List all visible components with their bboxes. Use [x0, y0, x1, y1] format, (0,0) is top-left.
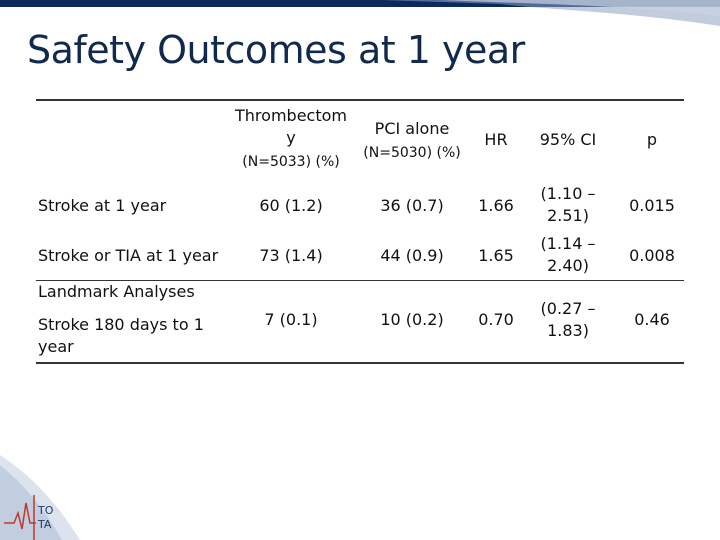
landmark-row-label-line1: Stroke 180 days to 1	[38, 315, 204, 334]
row-ci-line2: 2.40)	[547, 256, 589, 275]
landmark-ci-line2: 1.83)	[547, 321, 589, 340]
logo-text-line2: TA	[38, 518, 52, 531]
header-thrombectomy-line1: Thrombectom	[235, 106, 347, 125]
landmark-ci-line1: (0.27 –	[540, 299, 596, 318]
row-p: 0.015	[629, 196, 675, 215]
ecg-logo-icon	[0, 455, 80, 540]
logo-text-line1: TO	[38, 504, 54, 517]
landmark-thrombectomy: 7 (0.1)	[264, 310, 318, 329]
header-thrombectomy-n: (N=5033) (%)	[242, 154, 340, 170]
row-pci: 44 (0.9)	[380, 246, 444, 265]
table-bottom-rule	[36, 362, 684, 364]
landmark-row-label-line2: year	[38, 337, 74, 356]
row-hr: 1.66	[478, 196, 514, 215]
row-hr: 1.65	[478, 246, 514, 265]
row-ci-line2: 2.51)	[547, 206, 589, 225]
header-95ci: 95% CI	[539, 130, 597, 149]
table-section-rule	[36, 280, 684, 281]
header-pci-n: (N=5030) (%)	[363, 145, 461, 161]
header-swoosh-decoration	[380, 0, 720, 26]
landmark-hr: 0.70	[478, 310, 514, 329]
row-label: Stroke at 1 year	[38, 196, 167, 215]
row-pci: 36 (0.7)	[380, 196, 444, 215]
row-p: 0.008	[629, 246, 675, 265]
landmark-pci: 10 (0.2)	[380, 310, 444, 329]
section-label-landmark: Landmark Analyses	[38, 282, 195, 301]
header-p: p	[646, 130, 658, 149]
logo-text: TO TA	[38, 504, 53, 532]
table-top-rule	[36, 99, 684, 101]
header-hr: HR	[484, 130, 508, 149]
landmark-p: 0.46	[634, 310, 670, 329]
slide-title: Safety Outcomes at 1 year	[27, 28, 525, 72]
header-pci-alone: PCI alone	[374, 119, 450, 138]
row-thrombectomy: 60 (1.2)	[259, 196, 323, 215]
header-thrombectomy-line2: y	[286, 128, 296, 147]
row-ci-line1: (1.14 –	[540, 234, 596, 253]
row-label: Stroke or TIA at 1 year	[38, 246, 219, 265]
row-ci-line1: (1.10 –	[540, 184, 596, 203]
top-brand-bar	[0, 0, 720, 7]
row-thrombectomy: 73 (1.4)	[259, 246, 323, 265]
